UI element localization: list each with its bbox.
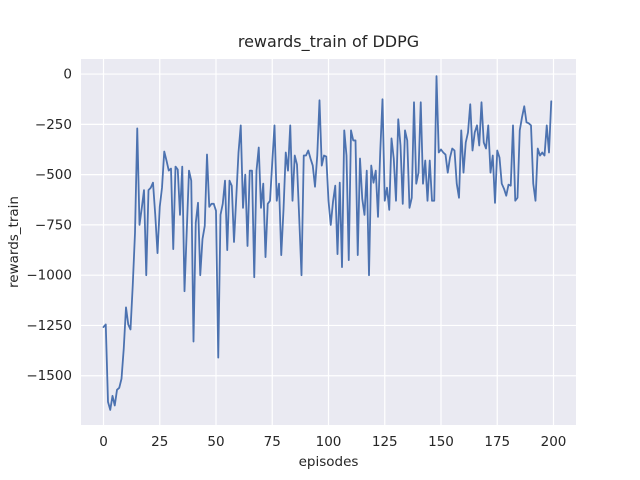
y-tick-label: −250 [35,117,72,133]
x-tick-label: 150 [428,434,454,450]
x-tick-label: 200 [541,434,567,450]
x-tick-label: 25 [151,434,168,450]
x-tick-labels: 0 25 50 75 100 125 150 175 200 [99,434,566,450]
y-tick-labels: 0 −250 −500 −750 −1000 −1250 −1500 [26,67,72,385]
y-tick-label: −1500 [26,368,72,384]
y-tick-label: −1000 [26,268,72,284]
y-axis-label: rewards_train [6,196,22,288]
y-tick-label: −750 [35,217,72,233]
series-line-rewards_train [102,75,553,411]
chart-title: rewards_train of DDPG [238,32,419,52]
x-axis-label: episodes [299,454,359,470]
x-tick-label: 75 [264,434,281,450]
gridlines [81,59,576,425]
y-tick-label: 0 [63,67,72,83]
y-tick-label: −1250 [26,318,72,334]
x-tick-label: 0 [99,434,108,450]
x-tick-label: 175 [484,434,510,450]
series-layer [102,75,553,411]
x-tick-label: 125 [372,434,398,450]
y-tick-label: −500 [35,167,72,183]
x-tick-label: 100 [316,434,342,450]
x-tick-label: 50 [207,434,224,450]
